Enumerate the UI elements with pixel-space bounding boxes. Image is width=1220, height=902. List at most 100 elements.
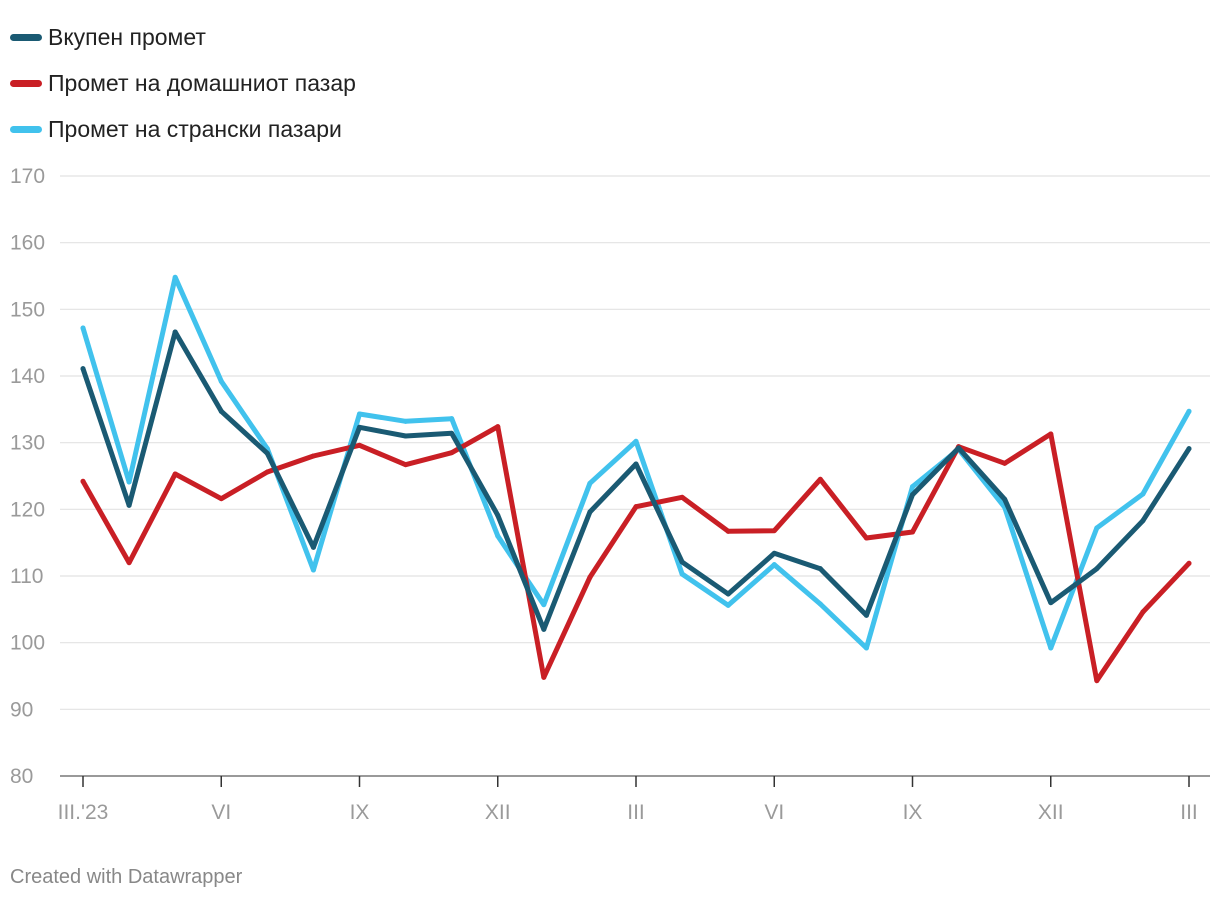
data-point-1-10 — [541, 674, 547, 680]
x-tick-label-5: VI — [764, 801, 784, 824]
data-point-0-13 — [679, 559, 685, 565]
data-point-1-21 — [1048, 431, 1054, 437]
x-tick-label-7: XII — [1038, 801, 1064, 824]
data-point-2-0 — [80, 325, 86, 331]
legend-swatch-foreign — [10, 125, 42, 133]
data-point-0-18 — [910, 492, 915, 498]
data-point-0-21 — [1048, 600, 1054, 606]
data-point-0-24 — [1186, 446, 1192, 452]
data-point-1-2 — [172, 471, 178, 477]
legend-swatch-domestic — [10, 79, 42, 87]
data-point-2-13 — [679, 571, 685, 577]
data-point-2-3 — [218, 378, 224, 384]
y-tick-label-100: 100 — [10, 632, 45, 655]
datawrapper-credit[interactable]: Created with Datawrapper — [10, 866, 243, 888]
y-tick-label-170: 170 — [10, 165, 45, 188]
series-lines — [80, 274, 1192, 684]
x-tick-label-8: III — [1180, 801, 1198, 824]
series-1 — [80, 424, 1192, 684]
data-point-2-15 — [771, 562, 777, 568]
y-tick-label-120: 120 — [10, 498, 45, 521]
y-tick-label-110: 110 — [10, 565, 43, 588]
data-point-1-18 — [910, 529, 915, 535]
data-point-1-17 — [863, 535, 869, 541]
data-point-2-18 — [910, 484, 915, 490]
data-point-2-1 — [126, 479, 132, 485]
data-point-2-2 — [172, 274, 178, 280]
data-point-0-6 — [357, 424, 362, 430]
data-point-0-1 — [126, 502, 132, 508]
legend-label-foreign: Промет на странски пазари — [48, 115, 342, 142]
data-point-0-3 — [218, 408, 224, 414]
data-point-1-22 — [1094, 678, 1100, 684]
data-point-1-16 — [817, 476, 823, 482]
data-point-2-14 — [725, 602, 731, 608]
data-point-2-12 — [633, 438, 639, 444]
data-point-2-24 — [1186, 408, 1192, 414]
data-point-0-4 — [264, 450, 270, 456]
data-point-0-10 — [541, 626, 547, 632]
legend-label-domestic: Промет на домашниот пазар — [48, 69, 356, 96]
data-point-1-9 — [495, 424, 501, 430]
x-tick-label-3: XII — [485, 801, 511, 824]
data-point-0-5 — [310, 544, 316, 550]
legend-item-total[interactable]: Вкупен промет — [10, 14, 356, 60]
data-point-2-7 — [403, 418, 409, 424]
x-tick-label-1: VI — [211, 801, 231, 824]
legend-swatch-total — [10, 33, 42, 41]
legend-item-foreign[interactable]: Промет на странски пазари — [10, 106, 356, 152]
x-axis: III.'23 VI IX XII III VI IX XII III — [58, 776, 1198, 824]
data-point-0-14 — [725, 591, 731, 597]
data-point-2-16 — [817, 601, 823, 607]
gridlines — [60, 175, 1210, 777]
data-point-1-0 — [80, 478, 86, 484]
data-point-1-12 — [633, 504, 639, 510]
data-point-1-8 — [449, 450, 455, 456]
data-point-0-19 — [956, 445, 962, 451]
data-point-0-2 — [172, 329, 178, 335]
data-point-1-20 — [1002, 460, 1008, 466]
y-tick-label-130: 130 — [10, 432, 45, 455]
legend-item-domestic[interactable]: Промет на домашниот пазар — [10, 60, 356, 106]
data-point-2-22 — [1094, 525, 1100, 531]
data-point-2-10 — [541, 602, 547, 608]
data-point-1-15 — [771, 528, 777, 534]
data-point-1-1 — [126, 560, 132, 566]
y-tick-label-140: 140 — [10, 365, 45, 388]
x-tick-label-0: III.'23 — [58, 801, 109, 824]
y-tick-label-160: 160 — [10, 232, 45, 255]
data-point-0-11 — [587, 509, 593, 515]
data-point-1-4 — [264, 469, 270, 475]
data-point-2-9 — [495, 533, 501, 539]
data-point-2-11 — [587, 480, 593, 486]
data-point-1-3 — [218, 496, 224, 502]
data-point-2-6 — [357, 411, 362, 417]
x-tick-label-2: IX — [350, 801, 370, 824]
data-point-1-13 — [679, 494, 685, 500]
data-point-1-24 — [1186, 560, 1192, 566]
legend: Вкупен промет Промет на домашниот пазар … — [10, 14, 356, 152]
data-point-0-20 — [1002, 496, 1008, 502]
data-point-2-21 — [1048, 645, 1054, 651]
data-point-0-7 — [403, 433, 409, 439]
data-point-0-23 — [1140, 518, 1146, 524]
data-point-0-22 — [1094, 566, 1100, 572]
data-point-1-11 — [587, 574, 593, 580]
data-point-0-0 — [80, 366, 86, 372]
data-point-2-23 — [1140, 491, 1146, 497]
data-point-1-5 — [310, 453, 316, 459]
data-point-2-8 — [449, 416, 455, 422]
y-tick-label-80: 80 — [10, 765, 33, 788]
data-point-0-12 — [633, 461, 639, 467]
data-point-0-15 — [771, 550, 777, 556]
data-point-1-14 — [725, 528, 731, 534]
series-0 — [80, 329, 1192, 632]
data-point-0-16 — [817, 566, 823, 572]
y-axis-tick-labels: 80 90 100 110 120 130 140 150 160 170 — [10, 165, 45, 788]
legend-label-total: Вкупен промет — [48, 23, 206, 50]
data-point-2-5 — [310, 567, 316, 573]
data-point-0-17 — [863, 612, 869, 618]
data-point-1-6 — [357, 442, 362, 448]
y-tick-label-150: 150 — [10, 298, 45, 321]
